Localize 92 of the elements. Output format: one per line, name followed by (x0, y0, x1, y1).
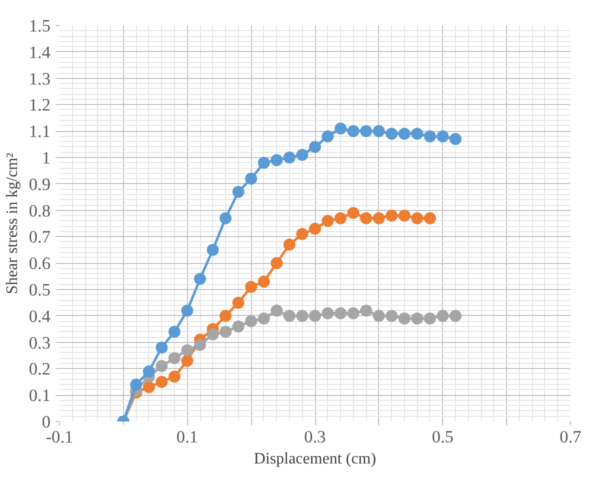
y-tick-label: 1.2 (28, 96, 51, 115)
point (156, 342, 168, 354)
point (424, 212, 436, 224)
point (296, 148, 308, 161)
point (424, 130, 436, 142)
x-axis-title: Displacement (cm) (254, 450, 376, 468)
y-tick-label: 1.4 (28, 42, 51, 62)
point (156, 376, 168, 388)
y-tick-label: 0.7 (28, 228, 51, 247)
y-tick-label: 0.1 (28, 386, 51, 406)
point (130, 378, 142, 391)
point (258, 156, 270, 169)
point (245, 315, 258, 328)
y-tick-label: 1 (42, 148, 51, 168)
point (360, 125, 372, 138)
x-tick-label: 0.7 (560, 428, 582, 446)
y-tick-label: 0.9 (28, 174, 51, 194)
point (309, 140, 321, 153)
point (372, 310, 385, 322)
point (347, 307, 360, 320)
point (360, 212, 372, 224)
point (232, 186, 244, 198)
point (181, 344, 194, 356)
point (360, 304, 372, 317)
point (398, 312, 410, 325)
point (372, 125, 385, 138)
point (296, 310, 308, 322)
point (142, 381, 155, 394)
y-tick-label: 1.5 (28, 16, 51, 36)
point (206, 328, 219, 340)
point (220, 212, 232, 224)
point (334, 212, 347, 224)
point (347, 206, 360, 219)
y-tick-label: 0.5 (28, 280, 51, 300)
point (386, 210, 398, 222)
y-tick-label: 0.3 (28, 333, 51, 352)
y-tick-label: 0.4 (28, 306, 51, 326)
y-tick-label: 1.3 (28, 69, 51, 88)
point (168, 326, 180, 338)
point (168, 352, 180, 364)
point (386, 310, 398, 322)
point (156, 360, 168, 372)
point (398, 128, 410, 140)
point (436, 130, 449, 142)
point (181, 304, 194, 317)
point (245, 172, 258, 185)
point (322, 214, 334, 227)
point (436, 310, 449, 322)
point (270, 257, 283, 270)
point (142, 365, 155, 378)
point (334, 122, 347, 134)
point (450, 310, 462, 322)
point (270, 304, 283, 317)
point (296, 228, 308, 240)
point (411, 212, 424, 224)
y-tick-label: 0.2 (28, 360, 51, 379)
point (309, 310, 321, 322)
point (258, 276, 270, 288)
point (424, 312, 436, 325)
y-tick-label: 0.6 (28, 254, 51, 274)
point (245, 280, 258, 293)
point (220, 310, 232, 322)
point (258, 312, 270, 325)
point (450, 133, 462, 146)
point (322, 307, 334, 320)
x-tick-label: 0.5 (432, 428, 454, 446)
point (334, 307, 347, 320)
point (309, 222, 321, 235)
point (232, 296, 244, 309)
point (194, 338, 206, 351)
point (347, 125, 360, 138)
point (232, 320, 244, 332)
point (206, 244, 219, 256)
y-tick-label: 0.8 (28, 201, 51, 220)
point (322, 130, 334, 142)
point (411, 128, 424, 140)
point (372, 212, 385, 224)
point (220, 326, 232, 338)
y-axis-title: Shear stress in kg/cm² (4, 152, 21, 294)
point (386, 128, 398, 140)
y-tick-label: 1.1 (28, 122, 51, 142)
point (398, 210, 410, 222)
point (411, 312, 424, 325)
point (283, 152, 296, 164)
point (181, 354, 194, 367)
point (270, 154, 283, 166)
point (283, 310, 296, 322)
x-tick-label: 0.3 (304, 428, 326, 446)
point (194, 272, 206, 285)
point (283, 238, 296, 251)
x-tick-label: 0.1 (176, 428, 198, 446)
point (168, 370, 180, 383)
